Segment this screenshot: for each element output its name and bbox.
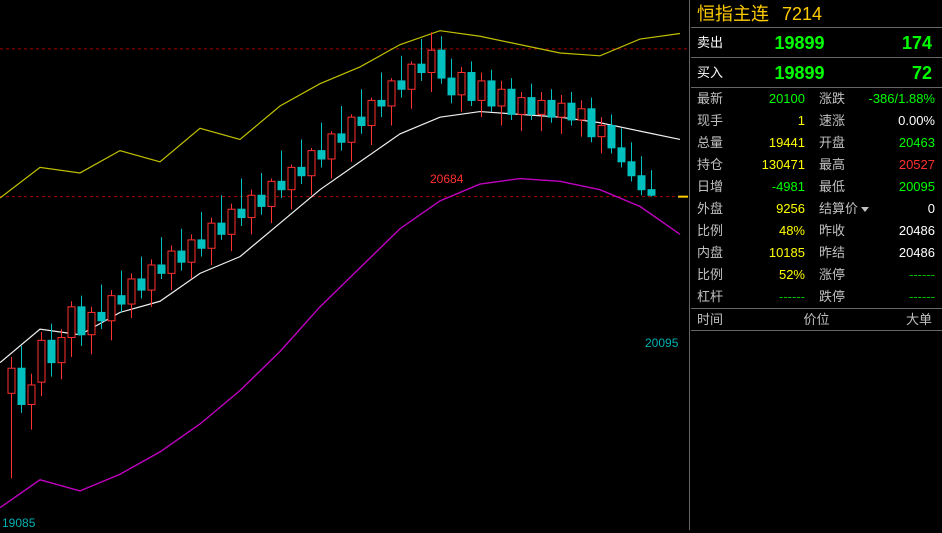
info-key: 杠杆 [691, 286, 737, 308]
info-value: 9256 [737, 198, 813, 220]
tick-header: 时间 价位 大单 [691, 309, 942, 331]
tick-col-big: 大单 [872, 309, 942, 330]
info-value: 48% [737, 220, 813, 242]
info-value: ------ [737, 286, 813, 308]
tick-col-time: 时间 [691, 309, 761, 330]
info-key: 日增 [691, 176, 737, 198]
quote-panel: 恒指主连 7214 卖出 19899 174 买入 19899 72 最新201… [691, 0, 942, 530]
sell-row[interactable]: 卖出 19899 174 [691, 28, 942, 58]
info-value: 0.00% [867, 110, 942, 132]
info-value: 20463 [867, 132, 942, 154]
price-annotation: 20684 [430, 172, 463, 186]
info-key: 比例 [691, 264, 737, 286]
instrument-title: 恒指主连 7214 [691, 0, 942, 28]
info-value: 130471 [737, 154, 813, 176]
info-key: 涨停 [813, 264, 867, 286]
info-key: 持仓 [691, 154, 737, 176]
chart-canvas [0, 0, 690, 530]
instrument-name: 恒指主连 [697, 4, 769, 24]
price-annotation: 20095 [645, 336, 678, 350]
info-key: 内盘 [691, 242, 737, 264]
info-value: ------ [867, 286, 942, 308]
info-key: 跌停 [813, 286, 867, 308]
info-key: 比例 [691, 220, 737, 242]
sell-qty: 174 [862, 28, 942, 57]
info-value: 20095 [867, 176, 942, 198]
info-key: 最新 [691, 88, 737, 110]
info-value: 19441 [737, 132, 813, 154]
buy-qty: 72 [862, 58, 942, 87]
buy-price: 19899 [737, 58, 862, 87]
instrument-code: 7214 [782, 4, 822, 24]
tick-col-price: 价位 [761, 309, 872, 330]
sell-label: 卖出 [691, 28, 737, 57]
info-value: 0 [867, 198, 942, 220]
info-key: 最低 [813, 176, 867, 198]
info-key: 开盘 [813, 132, 867, 154]
info-key: 涨跌 [813, 88, 867, 110]
info-value: -4981 [737, 176, 813, 198]
info-key: 速涨 [813, 110, 867, 132]
info-key: 现手 [691, 110, 737, 132]
info-value: 20486 [867, 220, 942, 242]
buy-label: 买入 [691, 58, 737, 87]
sell-price: 19899 [737, 28, 862, 57]
info-value: 1 [737, 110, 813, 132]
candlestick-chart[interactable]: 20684 20095 19085 [0, 0, 690, 530]
info-value: 10185 [737, 242, 813, 264]
info-value: 52% [737, 264, 813, 286]
info-value: 20527 [867, 154, 942, 176]
info-key: 总量 [691, 132, 737, 154]
info-value: 20486 [867, 242, 942, 264]
info-key: 昨收 [813, 220, 867, 242]
info-value: ------ [867, 264, 942, 286]
info-key: 外盘 [691, 198, 737, 220]
info-grid: 最新20100涨跌-386/1.88%现手1速涨0.00%总量19441开盘20… [691, 88, 942, 309]
info-key[interactable]: 结算价 [813, 198, 867, 220]
info-key: 最高 [813, 154, 867, 176]
info-value: 20100 [737, 88, 813, 110]
price-annotation: 19085 [2, 516, 35, 530]
info-value: -386/1.88% [867, 88, 942, 110]
info-key: 昨结 [813, 242, 867, 264]
buy-row[interactable]: 买入 19899 72 [691, 58, 942, 88]
